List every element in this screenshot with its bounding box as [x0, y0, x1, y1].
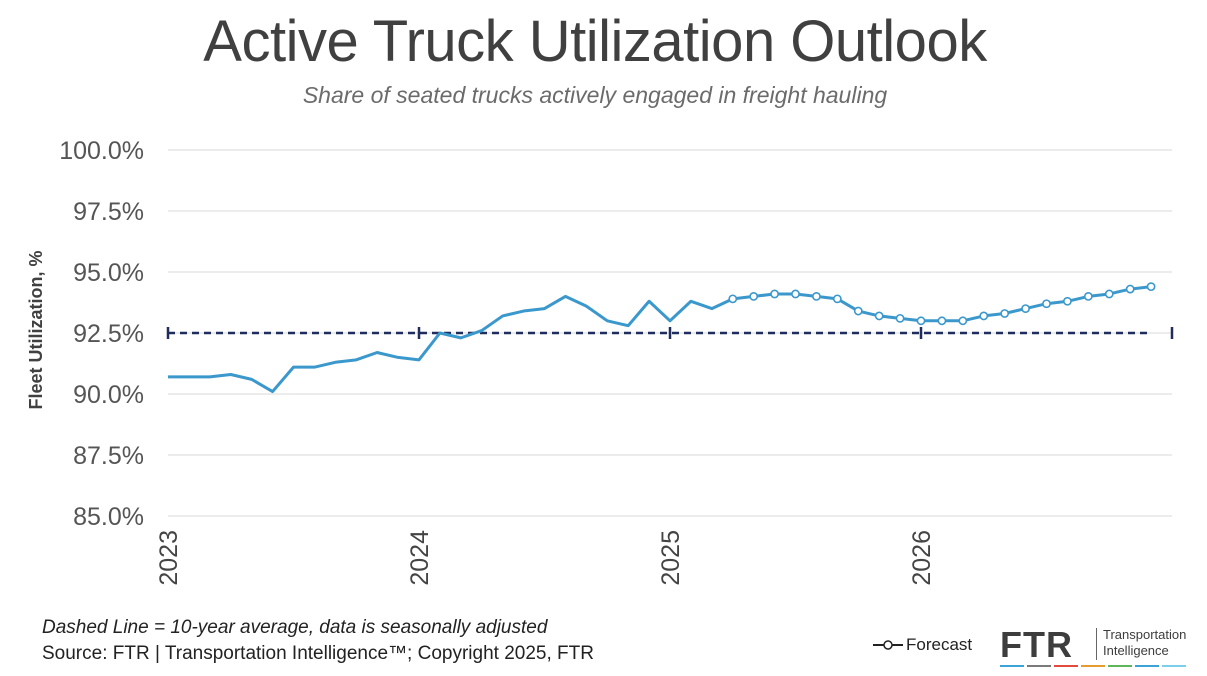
- x-tick-label: 2024: [406, 530, 434, 586]
- forecast-point: [791, 289, 800, 299]
- legend-forecast-label: Forecast: [906, 635, 973, 654]
- forecast-point: [728, 294, 738, 304]
- forecast-point: [1021, 304, 1030, 313]
- chart-title: Active Truck Utilization Outlook: [203, 9, 987, 74]
- legend-forecast-swatch: [873, 640, 903, 650]
- forecast-point: [937, 316, 947, 326]
- forecast-point: [916, 316, 926, 326]
- logo-mark: FTR: [1000, 624, 1073, 665]
- actual-series-line: [168, 294, 734, 394]
- forecast-point: [1063, 296, 1072, 306]
- logo-color-bar: [1000, 665, 1024, 667]
- forecast-point: [832, 294, 842, 304]
- logo-text-line1: Transportation: [1103, 627, 1187, 642]
- y-tick-label: 90.0%: [73, 381, 144, 409]
- grid-lines: [168, 149, 1172, 517]
- forecast-point: [1104, 289, 1114, 299]
- source-note: Source: FTR | Transportation Intelligenc…: [42, 643, 594, 664]
- forecast-point: [853, 306, 863, 316]
- legend: Forecast: [872, 634, 972, 656]
- y-tick-label: 85.0%: [73, 503, 144, 531]
- x-tick-label: 2023: [155, 530, 183, 586]
- y-tick-label: 87.5%: [73, 442, 144, 470]
- x-tick-label: 2026: [908, 530, 936, 586]
- forecast-point: [749, 291, 759, 301]
- logo-color-bar: [1081, 665, 1105, 667]
- forecast-markers: [728, 282, 1156, 326]
- logo-color-bar: [1162, 665, 1186, 667]
- forecast-point: [958, 316, 968, 326]
- y-tick-label: 97.5%: [73, 198, 144, 226]
- forecast-point: [1083, 291, 1093, 301]
- chart-subtitle: Share of seated trucks actively engaged …: [302, 82, 888, 108]
- ftr-logo: FTR Transportation Intelligence: [1000, 624, 1200, 670]
- x-axis-ticks: 2023 2024 2025 2026: [155, 530, 936, 586]
- y-tick-label: 92.5%: [73, 320, 144, 348]
- logo-color-bar: [1135, 665, 1159, 667]
- logo-color-bar: [1108, 665, 1132, 667]
- logo-color-bar: [1054, 665, 1078, 667]
- logo-color-bar: [1027, 665, 1051, 667]
- forecast-point: [1000, 309, 1010, 318]
- forecast-point: [874, 311, 884, 321]
- forecast-point: [979, 311, 989, 321]
- logo-divider: [1096, 628, 1097, 660]
- forecast-point: [1042, 299, 1051, 309]
- average-line: [166, 327, 1174, 339]
- y-tick-label: 100.0%: [59, 137, 144, 165]
- x-tick-label: 2025: [657, 530, 685, 586]
- logo-text-line2: Intelligence: [1103, 643, 1169, 658]
- forecast-point: [1125, 284, 1135, 294]
- series-lines: [168, 285, 1152, 394]
- y-axis-label: Fleet Utilization, %: [26, 250, 46, 409]
- y-axis-ticks: 85.0% 87.5% 90.0% 92.5% 95.0% 97.5% 100.0%: [59, 137, 144, 531]
- footnote: Dashed Line = 10-year average, data is s…: [42, 617, 548, 638]
- forecast-point: [812, 291, 821, 301]
- forecast-point: [770, 289, 779, 299]
- y-tick-label: 95.0%: [73, 259, 144, 287]
- forecast-point: [1146, 282, 1156, 292]
- forecast-point: [895, 313, 905, 323]
